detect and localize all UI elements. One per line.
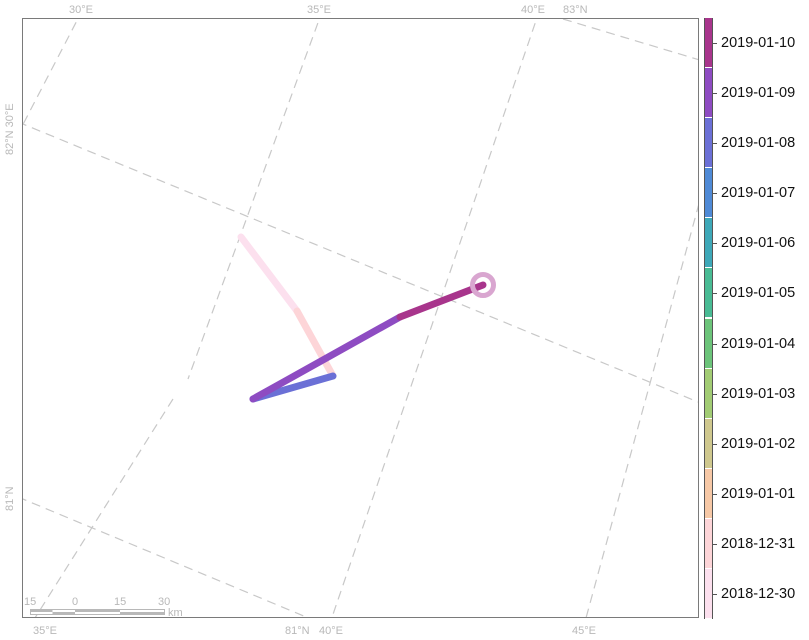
colorbar-tick — [713, 344, 717, 345]
lon-label-bottom-45e: 45°E — [572, 625, 596, 637]
scale-label-1: 0 — [72, 596, 79, 608]
lon-label-bottom-40e: 40°E — [319, 625, 343, 637]
scale-label-0: 15 — [24, 596, 37, 608]
colorbar-label: 2019-01-08 — [721, 135, 796, 151]
lat-label-bottom-81n: 81°N — [285, 625, 310, 637]
colorbar-tick — [713, 293, 717, 294]
track-segment-2018-12-30[interactable] — [237, 233, 301, 315]
colorbar-label: 2019-01-05 — [721, 285, 796, 301]
date-colorbar — [704, 18, 713, 619]
scale-unit: km — [168, 607, 183, 619]
lon-label-top-35e: 35°E — [307, 4, 331, 16]
colorbar-segment-2019-01-08 — [705, 118, 712, 169]
graticule — [23, 19, 698, 617]
colorbar-label: 2019-01-04 — [721, 336, 796, 352]
scale-label-3: 30 — [158, 596, 171, 608]
track-segment-2019-01-09[interactable] — [249, 313, 404, 403]
scale-bar-graphic — [30, 609, 165, 615]
colorbar-tick — [713, 43, 717, 44]
meridian-35e — [187, 19, 320, 380]
end-marker-ring — [470, 272, 496, 298]
colorbar-tick — [713, 544, 717, 545]
colorbar-label: 2018-12-31 — [721, 536, 796, 552]
colorbar-tick — [713, 243, 717, 244]
drift-track — [237, 233, 487, 403]
colorbar-label: 2019-01-06 — [721, 235, 796, 251]
colorbar-label: 2019-01-01 — [721, 486, 796, 502]
lon-label-top-40e: 40°E — [521, 4, 545, 16]
colorbar-tick — [713, 394, 717, 395]
colorbar-segment-2019-01-01 — [705, 468, 712, 519]
colorbar-segment-2018-12-31 — [705, 518, 712, 569]
lat-label-left-82n-30e: 82°N 30°E — [4, 103, 16, 155]
lon-label-bottom-35e: 35°E — [33, 625, 57, 637]
colorbar-label: 2019-01-09 — [721, 85, 796, 101]
colorbar-segment-2019-01-02 — [705, 418, 712, 469]
lon-label-top-30e: 30°E — [69, 4, 93, 16]
parallel-81n — [23, 498, 308, 617]
colorbar-segment-2019-01-06 — [705, 218, 712, 269]
colorbar-tick — [713, 93, 717, 94]
colorbar-segment-2018-12-30 — [705, 568, 712, 619]
scale-label-2: 15 — [114, 596, 127, 608]
colorbar-segment-2019-01-03 — [705, 368, 712, 419]
scale-bar: 15 0 15 30 km — [24, 596, 200, 619]
track-segment-2018-12-31[interactable] — [293, 307, 337, 380]
colorbar-tick — [713, 444, 717, 445]
colorbar-segment-2019-01-10 — [705, 18, 712, 69]
meridian-35e-lower — [34, 398, 174, 617]
colorbar-tick — [713, 494, 717, 495]
colorbar-segment-2019-01-09 — [705, 68, 712, 119]
colorbar-segment-2019-01-05 — [705, 268, 712, 319]
meridian-40e — [331, 19, 538, 617]
parallel-83n — [562, 19, 698, 61]
colorbar-segment-2019-01-07 — [705, 168, 712, 219]
end-marker[interactable] — [470, 272, 496, 298]
colorbar-label: 2018-12-30 — [721, 586, 796, 602]
map-frame[interactable] — [22, 18, 699, 618]
colorbar-label: 2019-01-10 — [721, 35, 796, 51]
meridian-30e — [23, 19, 79, 126]
colorbar-label: 2019-01-07 — [721, 185, 796, 201]
colorbar-segment-2019-01-04 — [705, 318, 712, 369]
parallel-82n — [23, 123, 698, 403]
colorbar-label: 2019-01-02 — [721, 436, 796, 452]
colorbar-tick — [713, 143, 717, 144]
track-segment-2019-01-10[interactable] — [396, 281, 487, 321]
colorbar-label: 2019-01-03 — [721, 386, 796, 402]
lat-label-left-81n: 81°N — [4, 486, 16, 511]
map-canvas[interactable] — [23, 19, 699, 618]
lat-label-top-83n: 83°N — [563, 4, 588, 16]
colorbar-tick — [713, 594, 717, 595]
colorbar-tick — [713, 193, 717, 194]
meridian-45e — [585, 205, 698, 617]
